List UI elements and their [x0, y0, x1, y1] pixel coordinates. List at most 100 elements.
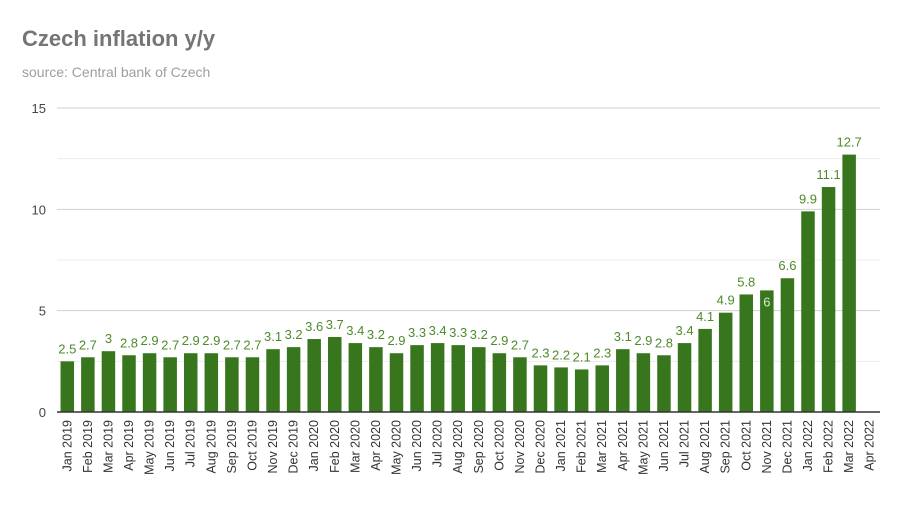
- bar: [122, 355, 136, 412]
- bar: [698, 328, 712, 412]
- data-label: 2.9: [141, 333, 159, 348]
- x-tick-label: Oct 2021: [739, 420, 753, 471]
- x-tick-label: Dec 2021: [780, 420, 794, 474]
- data-label: 6.6: [778, 258, 796, 273]
- bar: [369, 347, 383, 412]
- bar: [842, 154, 856, 412]
- data-label: 2.3: [531, 345, 549, 360]
- x-tick-label: Sep 2019: [225, 420, 239, 474]
- bar: [204, 353, 219, 412]
- x-tick-label: Dec 2020: [534, 420, 548, 474]
- x-tick-label: Sep 2020: [472, 420, 486, 474]
- x-tick-label: May 2020: [389, 420, 403, 475]
- data-label: 3.2: [470, 327, 488, 342]
- x-tick-label: Jan 2021: [554, 420, 568, 471]
- bar: [286, 347, 301, 412]
- bar: [81, 357, 95, 412]
- data-label: 3.2: [367, 327, 385, 342]
- chart-subtitle: source: Central bank of Czech: [22, 64, 211, 80]
- data-label: 3.4: [346, 323, 364, 338]
- x-tick-label: Aug 2020: [451, 420, 465, 474]
- bar: [657, 355, 671, 412]
- x-tick-label: Sep 2021: [719, 420, 733, 474]
- data-label: 6: [763, 294, 770, 309]
- data-label: 2.9: [490, 333, 508, 348]
- data-label: 3: [105, 331, 112, 346]
- y-tick-label: 15: [32, 101, 46, 116]
- bar: [513, 357, 527, 412]
- x-tick-label: Mar 2019: [101, 420, 115, 473]
- x-tick-label: Jun 2021: [657, 420, 671, 471]
- bar: [389, 353, 404, 412]
- bar: [163, 357, 177, 412]
- data-label: 3.3: [408, 325, 426, 340]
- x-tick-label: Dec 2019: [287, 420, 301, 474]
- bar: [718, 312, 733, 412]
- data-label: 2.9: [182, 333, 200, 348]
- bar: [328, 337, 342, 412]
- data-label: 9.9: [799, 191, 817, 206]
- bar: [677, 343, 692, 412]
- y-tick-label: 10: [32, 202, 46, 217]
- bar: [533, 365, 548, 412]
- x-tick-label: Aug 2021: [698, 420, 712, 474]
- x-tick-label: Nov 2019: [266, 420, 280, 474]
- bar: [451, 345, 465, 412]
- bar: [574, 369, 589, 412]
- data-label: 2.7: [79, 337, 97, 352]
- bar: [739, 294, 754, 412]
- data-label: 2.2: [552, 347, 570, 362]
- data-label: 3.6: [305, 319, 323, 334]
- data-label: 3.1: [264, 329, 282, 344]
- x-tick-label: Mar 2021: [595, 420, 609, 473]
- x-tick-label: Apr 2020: [369, 420, 383, 471]
- data-label: 4.1: [696, 309, 714, 324]
- bar: [636, 353, 651, 412]
- x-tick-label: Jan 2020: [307, 420, 321, 471]
- data-label: 2.9: [387, 333, 405, 348]
- bar: [780, 278, 795, 412]
- data-label: 2.8: [120, 335, 138, 350]
- data-label: 12.7: [836, 135, 861, 150]
- bar: [616, 349, 630, 412]
- bar: [472, 347, 486, 412]
- bar: [101, 351, 116, 412]
- x-tick-label: Jul 2019: [184, 420, 198, 467]
- x-tick-label: Aug 2019: [204, 420, 218, 474]
- data-label: 5.8: [737, 274, 755, 289]
- bar: [430, 343, 445, 412]
- x-tick-label: May 2021: [636, 420, 650, 475]
- bar: [821, 187, 836, 412]
- bar: [266, 349, 280, 412]
- data-label: 2.7: [243, 337, 261, 352]
- data-label: 2.3: [593, 345, 611, 360]
- bar: [492, 353, 507, 412]
- x-tick-label: Oct 2020: [492, 420, 506, 471]
- x-tick-label: May 2019: [143, 420, 157, 475]
- data-label: 11.1: [816, 167, 840, 182]
- data-label: 2.9: [202, 333, 220, 348]
- x-tick-label: Mar 2020: [348, 420, 362, 473]
- x-tick-label: Jul 2020: [431, 420, 445, 467]
- x-tick-label: Nov 2020: [513, 420, 527, 474]
- bar: [554, 367, 568, 412]
- bar: [225, 357, 239, 412]
- data-label: 3.1: [614, 329, 632, 344]
- x-tick-label: Jan 2019: [60, 420, 74, 471]
- data-label: 2.1: [573, 349, 591, 364]
- y-tick-label: 5: [39, 304, 46, 319]
- x-tick-label: Apr 2022: [863, 420, 877, 471]
- bar: [348, 343, 363, 412]
- data-label: 4.9: [717, 293, 735, 308]
- chart-title: Czech inflation y/y: [22, 26, 216, 51]
- x-tick-label: Feb 2019: [81, 420, 95, 473]
- x-tick-label: Jun 2020: [410, 420, 424, 471]
- bar: [760, 290, 774, 412]
- y-tick-label: 0: [39, 405, 46, 420]
- x-tick-label: Feb 2022: [822, 420, 836, 473]
- data-label: 2.8: [655, 335, 673, 350]
- x-tick-label: Oct 2019: [245, 420, 259, 471]
- data-label: 3.3: [449, 325, 467, 340]
- x-tick-label: Feb 2020: [328, 420, 342, 473]
